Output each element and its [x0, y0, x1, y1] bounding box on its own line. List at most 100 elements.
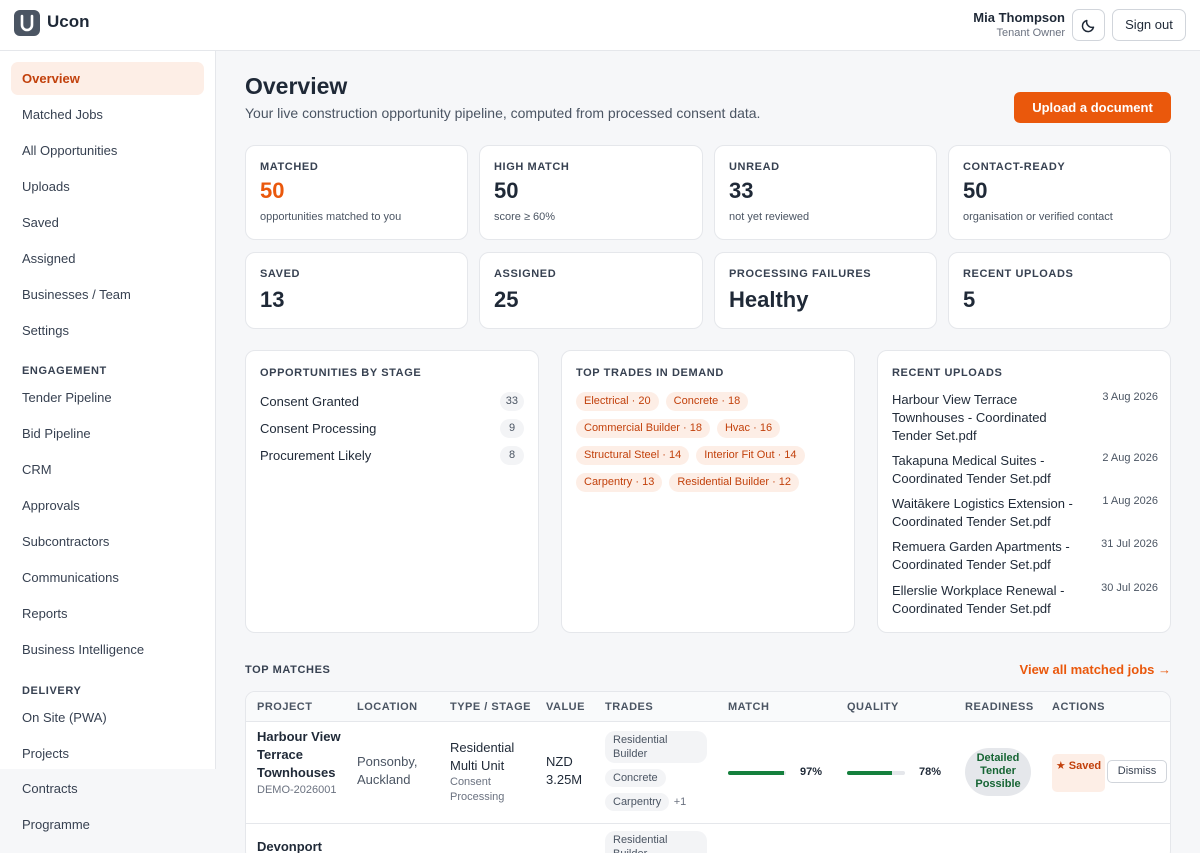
more-trades-count[interactable]: +1: [673, 796, 687, 808]
upload-file-name: Remuera Garden Apartments - Coordinated …: [892, 539, 1070, 572]
dismiss-button[interactable]: Dismiss: [1107, 760, 1167, 783]
sidebar-item-saved[interactable]: Saved: [22, 215, 59, 230]
stage-count: 8: [500, 446, 524, 465]
trade-tag: Carpentry: [605, 793, 670, 811]
column-header[interactable]: MATCH: [728, 701, 770, 713]
view-all-matched-jobs-link[interactable]: View all matched jobs →: [1019, 662, 1171, 677]
stat-label: HIGH MATCH: [494, 161, 570, 173]
sidebar-item-settings[interactable]: Settings: [22, 323, 69, 338]
sidebar: Overview Matched Jobs All Opportunities …: [0, 51, 216, 769]
stat-subtext: opportunities matched to you: [260, 211, 402, 223]
stat-value: 13: [260, 287, 285, 312]
sidebar-item-programme[interactable]: Programme: [22, 817, 90, 832]
trade-chip[interactable]: Structural Steel · 14: [576, 446, 690, 465]
project-type: Residential Multi Unit: [450, 740, 515, 773]
top-bar: Ucon Mia Thompson Tenant Owner Sign out: [0, 0, 1200, 51]
stat-card-processing-failures: PROCESSING FAILURES Healthy: [714, 252, 937, 329]
column-header[interactable]: ACTIONS: [1052, 701, 1105, 713]
trade-chip-list: Electrical · 20 Concrete · 18 Commercial…: [576, 392, 846, 492]
sidebar-item-contracts[interactable]: Contracts: [22, 781, 78, 796]
stage-count: 9: [500, 419, 524, 438]
panel-title: RECENT UPLOADS: [892, 367, 1003, 379]
sidebar-item-reports[interactable]: Reports: [22, 606, 68, 621]
sidebar-item-businesses-team[interactable]: Businesses / Team: [22, 287, 131, 302]
upload-date: 30 Jul 2026: [1101, 582, 1158, 594]
theme-toggle-button[interactable]: [1072, 9, 1105, 41]
stat-card-matched: MATCHED 50 opportunities matched to you: [245, 145, 468, 240]
upload-date: 2 Aug 2026: [1102, 452, 1158, 464]
logo-icon: [14, 10, 40, 36]
column-header[interactable]: READINESS: [965, 701, 1034, 713]
table-row[interactable]: Devonport Residential Builder: [246, 825, 1170, 853]
stat-card-unread: UNREAD 33 not yet reviewed: [714, 145, 937, 240]
quality-bar-fill: [847, 771, 893, 775]
trade-chip[interactable]: Electrical · 20: [576, 392, 659, 411]
sidebar-item-subcontractors[interactable]: Subcontractors: [22, 534, 110, 549]
trade-chip[interactable]: Carpentry · 13: [576, 473, 663, 492]
column-header[interactable]: PROJECT: [257, 701, 313, 713]
stat-subtext: score ≥ 60%: [494, 211, 556, 223]
sidebar-item-approvals[interactable]: Approvals: [22, 498, 80, 513]
sign-out-button[interactable]: Sign out: [1112, 9, 1186, 41]
sidebar-item-bid-pipeline[interactable]: Bid Pipeline: [22, 426, 91, 441]
sidebar-item-assigned[interactable]: Assigned: [22, 251, 76, 266]
trade-chip[interactable]: Residential Builder · 12: [669, 473, 800, 492]
column-header[interactable]: LOCATION: [357, 701, 418, 713]
stat-subtext: organisation or verified contact: [963, 211, 1113, 223]
column-header[interactable]: TYPE / STAGE: [450, 701, 531, 713]
upload-date: 31 Jul 2026: [1101, 538, 1158, 550]
match-percent: 97%: [800, 766, 823, 778]
trade-chip[interactable]: Concrete · 18: [665, 392, 749, 411]
trade-chip[interactable]: Interior Fit Out · 14: [696, 446, 805, 465]
stat-label: CONTACT-READY: [963, 161, 1066, 173]
column-header[interactable]: QUALITY: [847, 701, 899, 713]
project-name[interactable]: Devonport: [257, 839, 322, 853]
sidebar-item-matched-jobs[interactable]: Matched Jobs: [22, 107, 103, 122]
column-header[interactable]: VALUE: [546, 701, 585, 713]
stage-count: 33: [499, 392, 524, 411]
stage-name: Consent Processing: [260, 421, 377, 436]
type-stage-cell: Residential Multi Unit Consent Processin…: [450, 739, 536, 805]
project-cell: Devonport: [257, 838, 345, 853]
trade-tag: Residential Builder: [605, 831, 707, 853]
project-stage: Consent Processing: [450, 776, 505, 803]
project-cell: Harbour View Terrace Townhouses DEMO-202…: [257, 728, 345, 798]
table-header: PROJECT LOCATION TYPE / STAGE VALUE TRAD…: [246, 692, 1170, 722]
stage-name: Procurement Likely: [260, 448, 372, 463]
trades-cell: Residential Builder Concrete Carpentry +…: [605, 731, 715, 816]
panel-title: TOP TRADES IN DEMAND: [576, 367, 724, 379]
stat-label: ASSIGNED: [494, 268, 557, 280]
stat-label: PROCESSING FAILURES: [729, 268, 872, 280]
stat-card-contact-ready: CONTACT-READY 50 organisation or verifie…: [948, 145, 1171, 240]
sidebar-item-business-intelligence[interactable]: Business Intelligence: [22, 642, 145, 657]
sidebar-item-tender-pipeline[interactable]: Tender Pipeline: [22, 390, 112, 405]
project-name[interactable]: Harbour View Terrace Townhouses: [257, 729, 341, 780]
sidebar-item-uploads[interactable]: Uploads: [22, 179, 70, 194]
stat-card-high-match: HIGH MATCH 50 score ≥ 60%: [479, 145, 703, 240]
stat-label: SAVED: [260, 268, 301, 280]
trade-chip[interactable]: Commercial Builder · 18: [576, 419, 710, 438]
upload-file-name: Harbour View Terrace Townhouses - Coordi…: [892, 392, 1047, 443]
column-header[interactable]: TRADES: [605, 701, 654, 713]
sidebar-item-crm[interactable]: CRM: [22, 462, 52, 477]
project-value: NZD 3.25M: [546, 754, 583, 787]
sidebar-item-communications[interactable]: Communications: [22, 570, 119, 585]
sidebar-item-overview[interactable]: Overview: [11, 62, 204, 95]
upload-date: 3 Aug 2026: [1102, 391, 1158, 403]
stage-row[interactable]: Consent Processing 9: [260, 419, 524, 439]
stat-card-recent-uploads: RECENT UPLOADS 5: [948, 252, 1171, 329]
stat-value: 50: [963, 178, 988, 203]
trade-chip[interactable]: Hvac · 16: [716, 419, 781, 438]
stage-row[interactable]: Procurement Likely 8: [260, 446, 524, 466]
stage-row[interactable]: Consent Granted 33: [260, 392, 524, 412]
page-title: Overview: [245, 73, 348, 99]
saved-button[interactable]: ★ Saved: [1052, 754, 1105, 792]
stat-value: 50: [494, 178, 519, 203]
page-subtitle: Your live construction opportunity pipel…: [245, 105, 761, 121]
sidebar-item-on-site[interactable]: On Site (PWA): [22, 710, 107, 725]
upload-document-button[interactable]: Upload a document: [1014, 92, 1171, 123]
sidebar-section-engagement: ENGAGEMENT: [22, 365, 107, 377]
sidebar-item-projects[interactable]: Projects: [22, 746, 69, 761]
sidebar-item-all-opportunities[interactable]: All Opportunities: [22, 143, 118, 158]
table-row[interactable]: Harbour View Terrace Townhouses DEMO-202…: [246, 722, 1170, 824]
